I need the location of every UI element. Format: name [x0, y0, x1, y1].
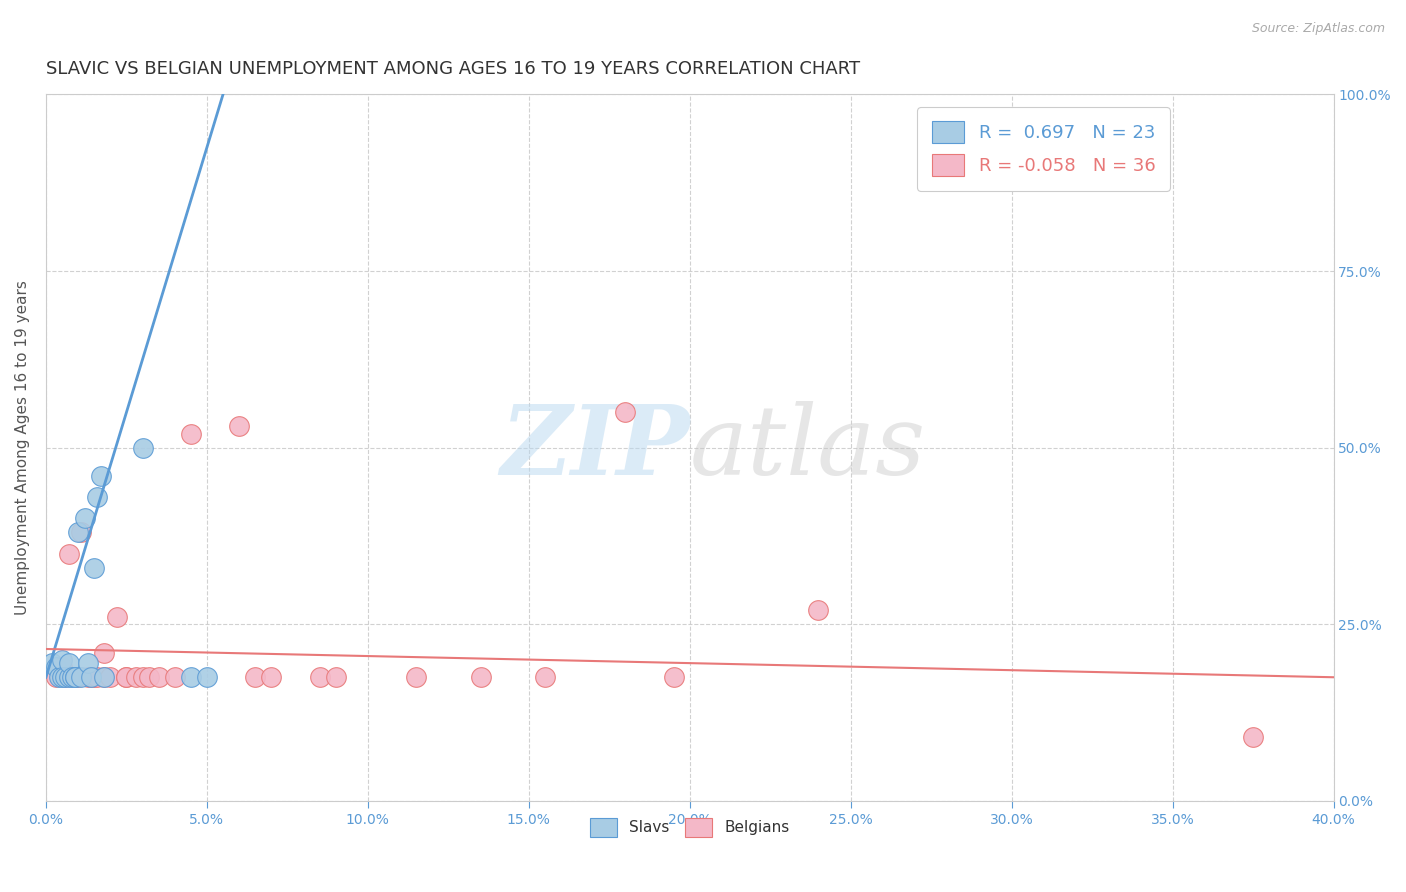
Point: [86, 490, 108, 504]
Point: [53, 670, 76, 684]
Point: [83, 560, 105, 574]
Point: [51, 659, 73, 673]
Point: [93, 646, 115, 660]
Point: [115, 670, 138, 684]
Point: [308, 670, 330, 684]
Point: [53, 670, 76, 684]
Point: [80, 670, 103, 684]
Legend: Slavs, Belgians: Slavs, Belgians: [583, 812, 796, 843]
Point: [45, 670, 67, 684]
Point: [60, 670, 83, 684]
Point: [41, 656, 63, 670]
Point: [80, 670, 103, 684]
Point: [131, 670, 153, 684]
Point: [60, 670, 83, 684]
Text: SLAVIC VS BELGIAN UNEMPLOYMENT AMONG AGES 16 TO 19 YEARS CORRELATION CHART: SLAVIC VS BELGIAN UNEMPLOYMENT AMONG AGE…: [46, 60, 860, 78]
Text: Source: ZipAtlas.com: Source: ZipAtlas.com: [1251, 22, 1385, 36]
Point: [148, 670, 170, 684]
Point: [73, 511, 96, 525]
Point: [58, 656, 80, 670]
Point: [93, 670, 115, 684]
Point: [163, 670, 186, 684]
Point: [63, 670, 86, 684]
Point: [1241, 731, 1264, 745]
Point: [93, 670, 115, 684]
Point: [51, 670, 73, 684]
Point: [63, 670, 86, 684]
Point: [45, 659, 67, 673]
Point: [83, 670, 105, 684]
Point: [138, 670, 160, 684]
Point: [76, 656, 98, 670]
Point: [67, 525, 90, 540]
Point: [105, 610, 128, 624]
Point: [662, 670, 685, 684]
Point: [260, 670, 283, 684]
Point: [534, 670, 557, 684]
Point: [195, 670, 218, 684]
Text: atlas: atlas: [690, 401, 927, 495]
Point: [125, 670, 148, 684]
Point: [63, 670, 86, 684]
Point: [51, 652, 73, 666]
Point: [325, 670, 347, 684]
Point: [86, 670, 108, 684]
Y-axis label: Unemployment Among Ages 16 to 19 years: Unemployment Among Ages 16 to 19 years: [15, 280, 30, 615]
Point: [405, 670, 427, 684]
Point: [228, 419, 250, 434]
Text: ZIP: ZIP: [501, 401, 690, 495]
Point: [180, 670, 202, 684]
Point: [180, 426, 202, 441]
Point: [98, 670, 121, 684]
Point: [614, 405, 637, 419]
Point: [48, 670, 70, 684]
Point: [67, 670, 90, 684]
Point: [58, 547, 80, 561]
Point: [70, 525, 93, 540]
Point: [245, 670, 267, 684]
Point: [131, 441, 153, 455]
Point: [470, 670, 492, 684]
Point: [115, 670, 138, 684]
Point: [76, 670, 98, 684]
Point: [807, 603, 830, 617]
Point: [58, 670, 80, 684]
Point: [90, 469, 112, 483]
Point: [70, 670, 93, 684]
